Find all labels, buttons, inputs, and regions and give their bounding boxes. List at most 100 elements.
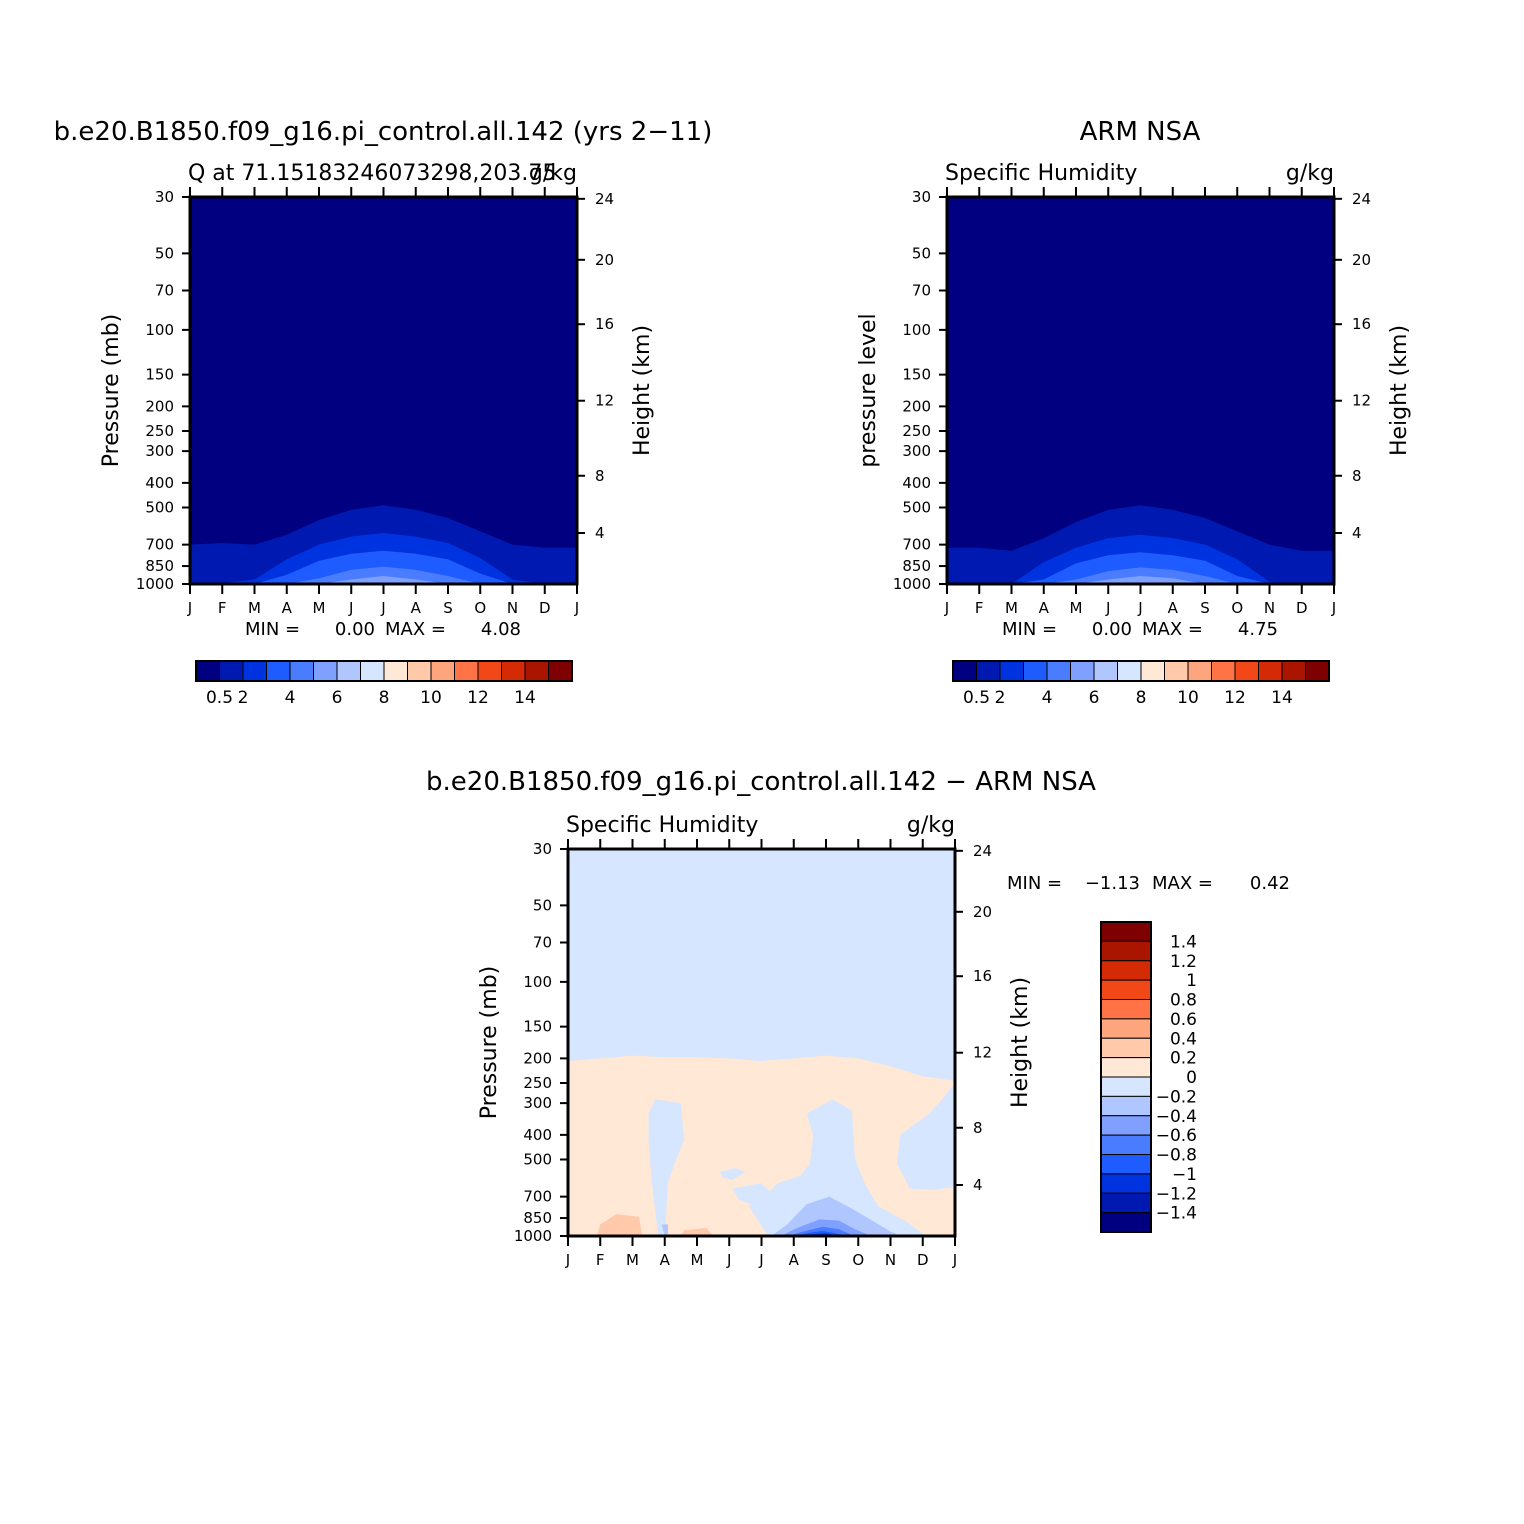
colorbar-cell (1100, 1154, 1152, 1175)
y-tick-label: 1000 (893, 575, 931, 593)
subtitle-right: g/kg (1286, 161, 1334, 186)
colorbar-label: 0 (1186, 1068, 1197, 1088)
x-tick-label: A (660, 1251, 671, 1269)
min-label: MIN = (245, 619, 300, 640)
min-value: 0.00 (335, 619, 375, 640)
y-right-tick-label: 24 (973, 842, 992, 860)
colorbar-label: 2 (238, 688, 249, 708)
subtitle-right: g/kg (907, 813, 955, 838)
x-tick-label: N (1264, 599, 1275, 617)
y-tick-label: 500 (145, 499, 174, 517)
y-tick-label: 30 (912, 188, 931, 206)
panel-title: ARM NSA (1080, 117, 1201, 147)
y-tick-label: 70 (533, 934, 552, 952)
y-right-tick-label: 16 (973, 967, 992, 985)
panel-title: b.e20.B1850.f09_g16.pi_control.all.142 −… (426, 767, 1096, 797)
colorbar-label: 10 (1177, 688, 1199, 708)
y-tick-label: 1000 (514, 1227, 552, 1245)
colorbar-cell (1100, 1134, 1152, 1155)
contour-negative-pocket (897, 1083, 955, 1191)
y-tick-label: 100 (145, 321, 174, 339)
colorbar-label: 14 (514, 688, 536, 708)
colorbar-cell (407, 660, 432, 682)
colorbar-cell (242, 660, 267, 682)
subtitle-right: g/kg (529, 161, 577, 186)
y-tick-label: 200 (902, 397, 931, 415)
colorbar-cell (1100, 1192, 1152, 1214)
y-tick-label: 850 (902, 557, 931, 575)
x-tick-label: M (691, 1251, 704, 1269)
colorbar-label: −0.4 (1156, 1107, 1197, 1127)
colorbar-cell (1100, 1076, 1152, 1097)
colorbar-cell (1211, 660, 1236, 682)
x-tick-label: A (282, 599, 293, 617)
colorbar-cell (360, 660, 385, 682)
x-tick-label: N (885, 1251, 896, 1269)
colorbar-label: 0.8 (1170, 991, 1197, 1011)
colorbar-label: 6 (1089, 688, 1100, 708)
colorbar-cell (430, 660, 455, 682)
y-right-axis-title: Height (km) (1387, 325, 1412, 456)
y-axis-title: Pressure (mb) (477, 966, 502, 1120)
colorbar-cell (1100, 999, 1152, 1020)
y-right-tick-label: 8 (973, 1119, 983, 1137)
y-right-tick-label: 4 (595, 524, 605, 542)
colorbar-label: 8 (379, 688, 390, 708)
colorbar-cell (1100, 1095, 1152, 1117)
colorbar-cell (1164, 660, 1189, 682)
y-tick-label: 250 (145, 422, 174, 440)
y-right-tick-label: 24 (595, 190, 614, 208)
colorbar-cell (548, 660, 573, 682)
y-axis-title: pressure level (856, 313, 881, 467)
x-tick-label: J (380, 599, 385, 617)
x-tick-label: D (1296, 599, 1308, 617)
y-tick-label: 700 (902, 536, 931, 554)
contour-band-3 (947, 567, 1334, 584)
max-label: MAX = (1142, 619, 1203, 640)
colorbar-frame (952, 660, 1330, 682)
x-tick-label: O (474, 599, 486, 617)
colorbar-label: 10 (420, 688, 442, 708)
x-tick-label: J (1105, 599, 1110, 617)
y-tick-label: 700 (145, 536, 174, 554)
y-tick-label: 30 (155, 188, 174, 206)
y-tick-label: 50 (155, 244, 174, 262)
subtitle-left: Specific Humidity (945, 161, 1137, 186)
y-tick-label: 700 (523, 1188, 552, 1206)
contour-band-3 (190, 566, 577, 584)
y-right-tick-label: 4 (973, 1176, 983, 1194)
y-right-tick-label: 16 (595, 315, 614, 333)
y-tick-label: 400 (902, 474, 931, 492)
colorbar-cell (289, 660, 314, 682)
colorbar-cell (313, 660, 338, 682)
max-value: 4.08 (481, 619, 521, 640)
y-right-axis-title: Height (km) (1008, 977, 1033, 1108)
colorbar-label: 0.5 (963, 688, 990, 708)
contour-band-4 (190, 576, 577, 584)
colorbar-cell (219, 660, 244, 682)
colorbar-label: −1 (1172, 1165, 1197, 1185)
y-tick-label: 400 (145, 474, 174, 492)
contour-positive-surface (680, 1228, 714, 1236)
y-tick-label: 100 (523, 973, 552, 991)
colorbar-cell (1305, 660, 1330, 682)
colorbar-label: 1.2 (1170, 952, 1197, 972)
y-tick-label: 150 (523, 1018, 552, 1036)
y-right-tick-label: 20 (1352, 251, 1371, 269)
colorbar-label: 12 (467, 688, 489, 708)
colorbar-frame (1100, 921, 1152, 1233)
colorbar-label: 0.6 (1170, 1010, 1197, 1030)
y-tick-label: 70 (912, 282, 931, 300)
contour-negative-surface (661, 1224, 668, 1236)
colorbar-label: 0.2 (1170, 1049, 1197, 1069)
x-tick-label: S (821, 1251, 831, 1269)
y-tick-label: 200 (523, 1049, 552, 1067)
y-right-tick-label: 4 (1352, 524, 1362, 542)
x-tick-label: A (1168, 599, 1179, 617)
colorbar-cell (1100, 1057, 1152, 1078)
y-tick-label: 1000 (136, 575, 174, 593)
colorbar-cell (501, 660, 526, 682)
colorbar-cell (1100, 1037, 1152, 1059)
x-tick-label: J (944, 599, 949, 617)
